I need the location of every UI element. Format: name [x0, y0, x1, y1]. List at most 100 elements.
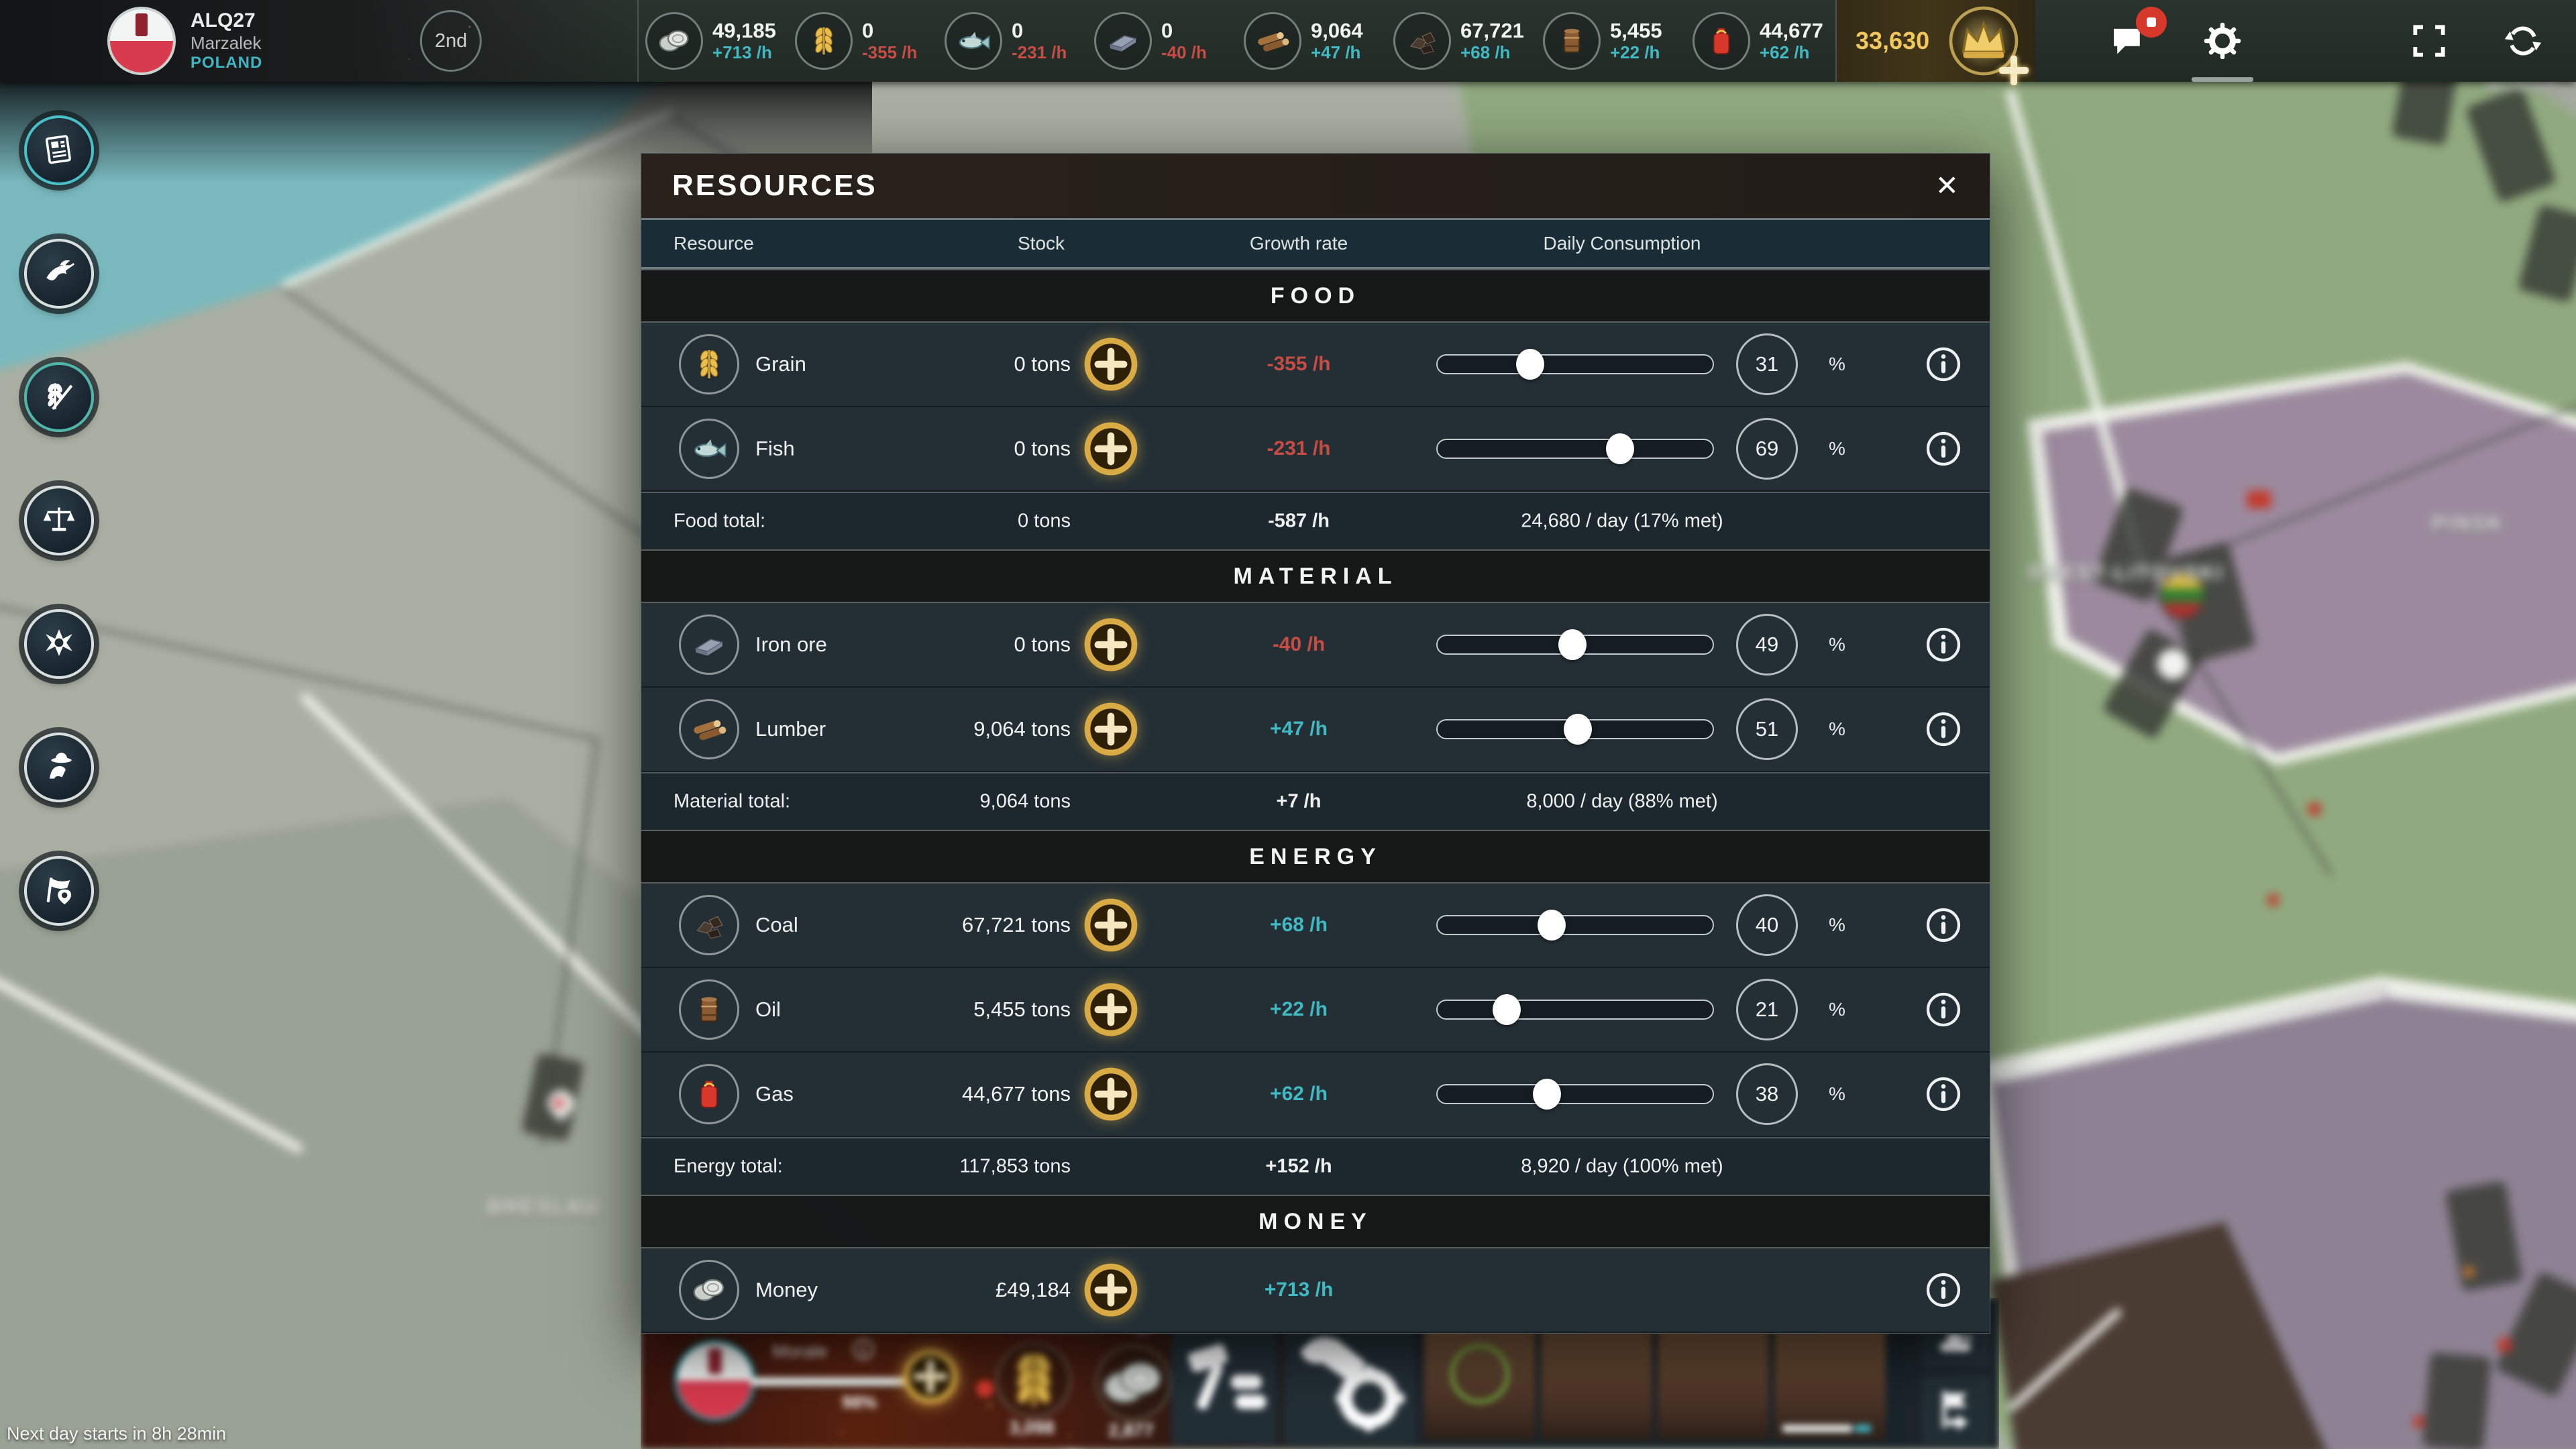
total-label: Food total:	[674, 510, 766, 532]
consumption-slider[interactable]	[1436, 349, 1714, 380]
oil-icon	[1543, 12, 1601, 70]
sidebar-item-awards[interactable]	[24, 609, 94, 679]
settings-button[interactable]	[2192, 20, 2253, 82]
sidebar-item-espionage[interactable]	[24, 733, 94, 802]
consumption-slider[interactable]	[1436, 1079, 1714, 1110]
production-card[interactable]	[1658, 1317, 1769, 1440]
slider-knob[interactable]	[1563, 714, 1592, 745]
slider-knob[interactable]	[1492, 994, 1521, 1025]
rank-badge[interactable]: 2nd	[420, 10, 482, 72]
info-icon[interactable]	[1924, 625, 1963, 664]
col-stock: Stock	[1017, 233, 1065, 254]
premium-currency-button[interactable]: 33,630	[1837, 0, 2035, 85]
slider-knob[interactable]	[1558, 629, 1587, 660]
slider-knob[interactable]	[1605, 433, 1634, 464]
morale-bar[interactable]	[749, 1376, 936, 1388]
resource-value: 0	[1161, 18, 1173, 42]
buy-resource-button[interactable]	[1083, 616, 1139, 673]
topbar-resource-gas[interactable]: 44,677 +62 /h	[1686, 12, 1835, 70]
topbar-resource-oil[interactable]: 5,455 +22 /h	[1536, 12, 1686, 70]
info-icon[interactable]	[851, 1337, 875, 1361]
topbar-resource-coal[interactable]: 67,721 +68 /h	[1387, 12, 1536, 70]
buy-resource-button[interactable]	[1083, 1262, 1139, 1318]
info-icon[interactable]	[1924, 906, 1963, 945]
consumption-slider[interactable]	[1436, 629, 1714, 660]
iron-icon	[679, 614, 739, 675]
active-indicator	[2192, 77, 2253, 82]
resource-name: Money	[755, 1278, 818, 1301]
grain-stock-chip[interactable]	[996, 1342, 1071, 1417]
buy-resource-button[interactable]	[1083, 897, 1139, 953]
topbar-resource-money[interactable]: 49,185 +713 /h	[639, 12, 788, 70]
resource-row-oil: Oil 5,455 tons +22 /h 21%	[641, 968, 1990, 1053]
sidebar-item-missions[interactable]	[24, 856, 94, 926]
sync-button[interactable]	[2502, 20, 2544, 62]
buy-resource-button[interactable]	[1083, 336, 1139, 392]
buy-resource-button[interactable]	[1083, 1066, 1139, 1122]
production-card[interactable]	[1774, 1317, 1886, 1440]
close-button[interactable]: ✕	[1935, 170, 1959, 201]
divider	[637, 0, 639, 82]
topbar-resource-grain[interactable]: 0 -355 /h	[788, 12, 938, 70]
lithuania-flag-roundel	[2158, 572, 2206, 620]
chat-button[interactable]	[2108, 7, 2167, 62]
slider-knob[interactable]	[1516, 349, 1544, 380]
resource-stock: 0 tons	[1014, 352, 1071, 376]
resource-value: 5,455	[1610, 18, 1662, 42]
resource-value: 44,677	[1760, 18, 1823, 42]
map-label-pinsk: PINSK	[2431, 513, 2504, 536]
section-header-food: FOOD	[641, 269, 1990, 323]
premium-value: 33,630	[1856, 27, 1930, 54]
manufacture-button[interactable]	[1283, 1313, 1416, 1446]
info-icon[interactable]	[1924, 429, 1963, 468]
player-avatar[interactable]	[107, 7, 176, 75]
resource-stock: 5,455 tons	[973, 998, 1071, 1021]
topbar-actions	[2108, 7, 2576, 82]
resource-value: 49,185	[712, 18, 776, 42]
total-row-material: Material total: 9,064 tons +7 /h 8,000 / da…	[641, 772, 1990, 830]
production-card[interactable]	[1541, 1317, 1652, 1440]
player-name: ALQ27	[191, 9, 256, 32]
resource-growth: +68 /h	[1460, 42, 1511, 63]
fullscreen-button[interactable]	[2408, 20, 2450, 62]
section-header-money: MONEY	[641, 1195, 1990, 1248]
consumption-slider[interactable]	[1436, 994, 1714, 1025]
resource-stock: 0 tons	[1014, 633, 1071, 656]
morale-boost-button[interactable]	[902, 1348, 959, 1405]
info-icon[interactable]	[1924, 990, 1963, 1029]
slider-knob[interactable]	[1532, 1079, 1561, 1110]
sidebar-item-diplomacy[interactable]	[24, 239, 94, 309]
resource-name: Iron ore	[755, 633, 827, 656]
topbar-resource-fish[interactable]: 0 -231 /h	[938, 12, 1087, 70]
money-stock-chip[interactable]	[1095, 1345, 1171, 1420]
buy-resource-button[interactable]	[1083, 701, 1139, 757]
rally-button[interactable]	[1921, 1373, 1992, 1446]
country-flag-badge[interactable]	[674, 1340, 756, 1421]
consumption-slider[interactable]	[1436, 714, 1714, 745]
sidebar-item-news[interactable]	[24, 115, 94, 185]
market-icon	[40, 500, 78, 541]
resource-growth: -231 /h	[1012, 42, 1067, 63]
buy-resource-button[interactable]	[1083, 981, 1139, 1038]
topbar-resource-lumber[interactable]: 9,064 +47 /h	[1237, 12, 1387, 70]
production-card[interactable]	[1424, 1317, 1536, 1440]
info-icon[interactable]	[1924, 1075, 1963, 1114]
slider-knob[interactable]	[1537, 910, 1566, 941]
gear-icon	[2202, 20, 2243, 62]
topbar-resource-iron-ore[interactable]: 0 -40 /h	[1087, 12, 1237, 70]
info-icon[interactable]	[1924, 710, 1963, 749]
consumption-percent: 49	[1736, 614, 1798, 676]
info-icon[interactable]	[1924, 345, 1963, 384]
percent-sign: %	[1829, 634, 1845, 655]
news-icon	[40, 130, 78, 171]
sidebar-item-economy[interactable]	[24, 362, 94, 432]
buy-resource-button[interactable]	[1083, 421, 1139, 477]
consumption-slider[interactable]	[1436, 433, 1714, 464]
build-button[interactable]	[1171, 1313, 1278, 1446]
col-resource: Resource	[674, 233, 754, 254]
consumption-slider[interactable]	[1436, 910, 1714, 941]
info-icon[interactable]	[1924, 1271, 1963, 1309]
sidebar-item-market[interactable]	[24, 486, 94, 555]
resource-name: Fish	[755, 437, 795, 460]
map-label-brest-litovski: BREST-LITOVSKI	[2027, 561, 2224, 584]
